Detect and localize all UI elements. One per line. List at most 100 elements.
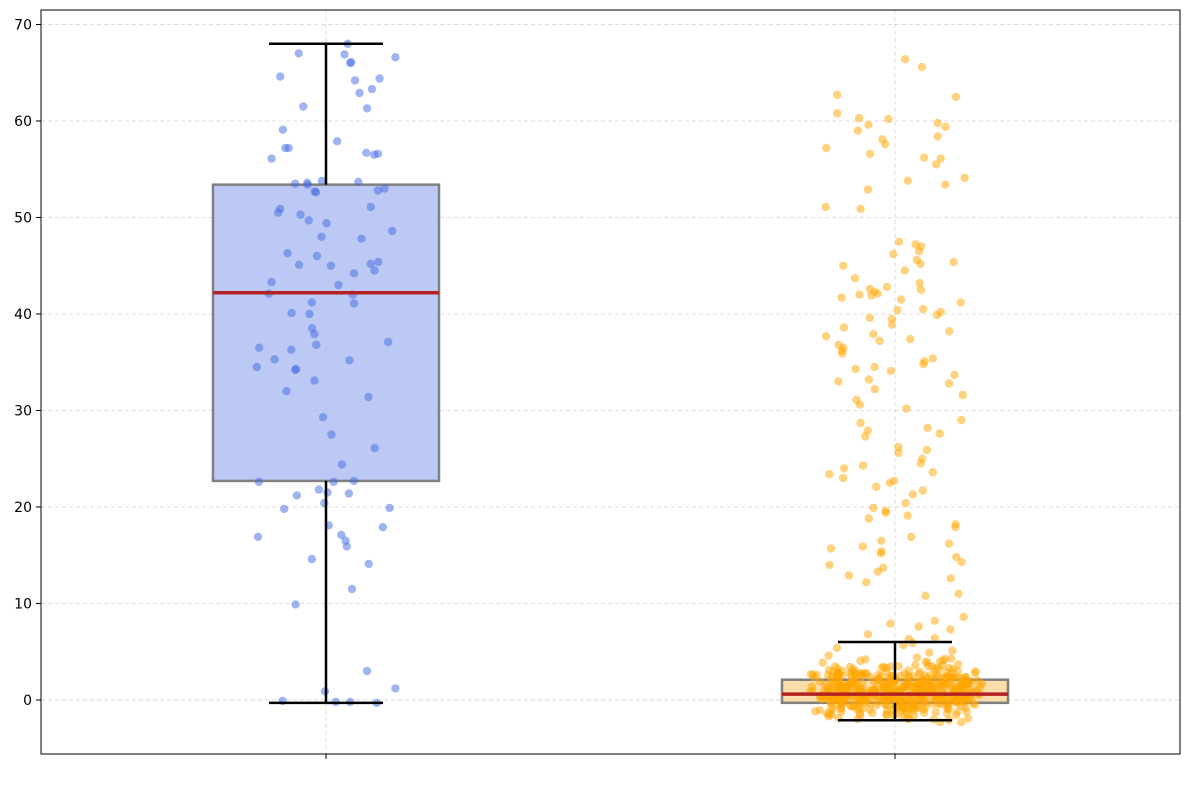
data-point [817, 695, 826, 704]
data-point [826, 544, 836, 553]
data-point [346, 58, 355, 68]
data-point [894, 448, 903, 458]
data-point [366, 259, 375, 268]
data-point [932, 310, 942, 320]
data-point [856, 711, 865, 721]
data-point [867, 291, 876, 300]
data-point [863, 630, 873, 639]
data-point [355, 88, 364, 98]
data-point [375, 74, 384, 83]
data-point [834, 377, 843, 386]
data-point [861, 432, 870, 441]
data-point [807, 682, 816, 691]
data-point [881, 508, 890, 517]
data-point [918, 486, 927, 495]
data-point [900, 55, 910, 64]
data-point [873, 289, 882, 298]
data-point [912, 653, 922, 662]
y-tick-label: 50 [14, 210, 32, 226]
data-point [887, 314, 897, 323]
scatter-points [252, 39, 987, 727]
data-point [946, 625, 955, 634]
data-point [919, 359, 928, 369]
data-point [920, 153, 929, 162]
data-point [900, 266, 909, 275]
data-point [280, 504, 289, 514]
data-point [957, 557, 966, 567]
data-point [886, 619, 895, 628]
data-point [856, 656, 865, 666]
data-point [903, 511, 912, 520]
data-point [916, 459, 925, 468]
y-tick-label: 40 [14, 307, 32, 323]
whiskers [213, 42, 1008, 722]
data-point [821, 332, 831, 341]
data-point [299, 102, 308, 111]
data-point [294, 260, 304, 269]
data-point [822, 143, 831, 153]
data-point [951, 92, 960, 102]
data-point [821, 202, 830, 212]
data-point [322, 219, 331, 228]
data-point [882, 282, 892, 292]
data-point [307, 298, 317, 307]
axis-ticks: 0 10 20 30 40 50 60 70 [14, 17, 896, 759]
data-point [806, 670, 816, 679]
data-point [963, 714, 973, 723]
data-point [858, 542, 867, 551]
data-point [884, 114, 893, 124]
data-point [892, 703, 901, 712]
data-point [838, 349, 847, 358]
data-point [923, 423, 932, 432]
data-point [864, 120, 873, 129]
data-point [270, 355, 279, 364]
data-point [916, 259, 925, 268]
y-tick-label: 30 [14, 403, 32, 419]
data-point [853, 705, 862, 714]
data-point [825, 560, 834, 570]
data-point [914, 622, 923, 631]
data-point [954, 589, 963, 598]
data-point [887, 320, 897, 329]
data-point [326, 261, 336, 270]
data-point [340, 50, 349, 59]
data-point [850, 274, 859, 283]
data-point [349, 299, 359, 308]
data-point [373, 186, 383, 195]
data-point [930, 616, 939, 625]
data-point [292, 491, 302, 500]
data-point [839, 261, 848, 270]
data-point [918, 304, 928, 314]
data-point [865, 313, 874, 322]
data-point [902, 404, 911, 413]
data-point [255, 343, 264, 352]
data-point [290, 179, 300, 188]
data-point [877, 536, 886, 545]
data-point [312, 340, 321, 349]
data-point [362, 666, 372, 676]
data-point [894, 662, 903, 671]
data-point [824, 651, 833, 660]
data-point [901, 498, 910, 508]
data-point [916, 285, 926, 294]
data-point [304, 216, 313, 225]
data-point [876, 549, 886, 558]
data-point [854, 113, 864, 123]
data-point [291, 365, 300, 375]
data-point [948, 646, 957, 655]
data-point [835, 696, 844, 705]
data-point [858, 679, 867, 688]
data-point [825, 685, 834, 695]
data-point [957, 718, 966, 727]
data-point [953, 707, 962, 716]
data-point [945, 327, 954, 336]
data-point [900, 703, 910, 712]
data-point [976, 682, 985, 692]
data-point [905, 673, 914, 682]
data-point [873, 697, 882, 707]
data-point [367, 84, 377, 94]
data-point [317, 176, 327, 185]
data-point [362, 148, 371, 157]
data-point [855, 290, 864, 299]
data-point [370, 443, 379, 453]
